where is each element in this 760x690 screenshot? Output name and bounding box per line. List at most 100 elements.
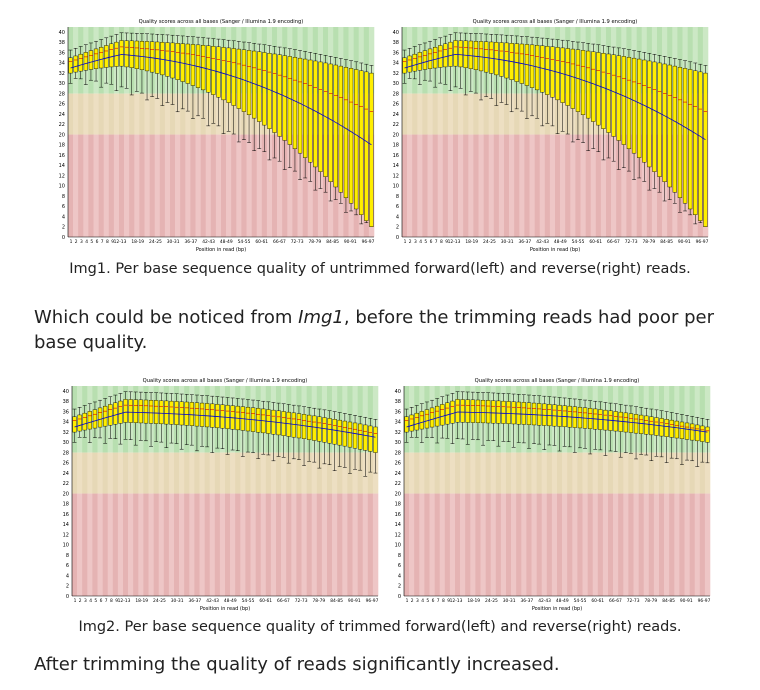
zone-bad-stripe — [184, 493, 190, 596]
quality-box — [639, 414, 644, 434]
zone-bad-stripe — [367, 493, 374, 596]
quality-box — [455, 399, 460, 423]
quality-box — [165, 42, 170, 77]
zone-bad-stripe — [133, 493, 139, 596]
quality-box — [296, 413, 302, 439]
y-tick-label: 22 — [63, 481, 69, 487]
quality-box — [184, 401, 189, 426]
zone-mid-stripe — [643, 452, 650, 494]
mean-quality-line — [70, 54, 372, 146]
zone-bad-stripe — [439, 493, 446, 596]
zone-bad-stripe — [276, 493, 282, 596]
zone-bad-stripe — [429, 493, 435, 596]
x-axis-title: Position in read (bp) — [532, 606, 582, 612]
zone-mid-stripe — [276, 452, 282, 494]
quality-box — [679, 421, 685, 439]
quality-box — [684, 422, 690, 440]
x-tick-label: 6 — [430, 239, 433, 245]
quality-box — [480, 399, 486, 424]
quality-box — [189, 402, 194, 426]
quality-box — [352, 422, 358, 449]
zone-mid-stripe — [516, 452, 522, 494]
zone-bad-stripe — [414, 493, 420, 596]
quality-box — [348, 68, 354, 204]
x-tick-label: 36-37 — [184, 239, 197, 245]
zone-bad-stripe — [600, 134, 607, 237]
y-tick-label: 24 — [395, 471, 401, 477]
zone-bad-stripe — [180, 134, 186, 237]
x-tick-label: 24-25 — [483, 239, 496, 245]
quality-boxplot-chart: Quality scores across all bases (Sanger … — [59, 19, 375, 253]
zone-bad-stripe — [281, 493, 287, 596]
y-tick-label: 20 — [59, 132, 65, 138]
zone-bad-stripe — [240, 493, 246, 596]
x-axis-title: Position in read (bp) — [200, 606, 250, 612]
zone-good-stripe — [682, 27, 688, 94]
y-tick-label: 18 — [63, 502, 69, 508]
figure-caption-img1: Img1. Per base sequence quality of untri… — [69, 261, 691, 277]
quality-box — [327, 418, 332, 444]
zone-bad-stripe — [108, 134, 115, 237]
x-tick-label: 36-37 — [518, 239, 531, 245]
quality-box — [164, 400, 169, 425]
y-tick-label: 34 — [63, 420, 69, 426]
zone-mid-stripe — [123, 452, 129, 494]
x-tick-label: 8 — [110, 598, 113, 604]
quality-box — [128, 399, 133, 423]
quality-box — [72, 416, 77, 433]
zone-mid-stripe — [495, 452, 502, 494]
x-tick-label: 30-31 — [171, 598, 184, 604]
x-tick-label: 9 — [111, 239, 114, 245]
y-tick-label: 4 — [62, 214, 65, 220]
y-tick-label: 16 — [63, 512, 69, 518]
zone-mid-stripe — [427, 93, 433, 135]
y-tick-label: 0 — [62, 235, 65, 241]
y-tick-label: 10 — [395, 543, 401, 549]
x-tick-label: 96-97 — [366, 598, 379, 604]
zone-bad-stripe — [447, 134, 454, 237]
quality-box — [616, 55, 621, 141]
zone-bad-stripe — [618, 493, 624, 596]
quality-box — [174, 401, 179, 425]
x-tick-label: 18-19 — [465, 239, 478, 245]
x-tick-label: 6 — [96, 239, 99, 245]
zone-bad-stripe — [616, 134, 622, 237]
quality-box — [409, 414, 414, 432]
quality-box — [144, 41, 150, 72]
zone-mid-stripe — [311, 452, 318, 494]
y-tick-label: 28 — [395, 450, 401, 456]
zone-bad-stripe — [266, 134, 273, 237]
quality-box — [138, 399, 143, 424]
x-tick-label: 72-73 — [625, 239, 638, 245]
zone-mid-stripe — [133, 452, 139, 494]
zone-bad-stripe — [72, 493, 78, 596]
quality-box — [205, 403, 210, 428]
zone-mid-stripe — [414, 452, 420, 494]
zone-bad-stripe — [103, 134, 110, 237]
zone-mid-stripe — [444, 452, 451, 494]
zone-bad-stripe — [485, 493, 491, 596]
x-tick-label: 4 — [85, 239, 88, 245]
zone-mid-stripe — [286, 452, 292, 494]
zone-bad-stripe — [427, 134, 433, 237]
zone-bad-stripe — [260, 493, 267, 596]
quality-box — [124, 40, 129, 68]
quality-box — [322, 417, 327, 443]
y-tick-label: 0 — [396, 235, 399, 241]
quality-box — [129, 40, 134, 68]
quality-box — [555, 47, 560, 101]
y-tick-label: 24 — [59, 112, 65, 118]
quality-box — [435, 405, 440, 427]
quality-box — [438, 45, 443, 68]
quality-box — [297, 57, 303, 154]
zone-mid-stripe — [185, 93, 191, 135]
quality-box — [363, 424, 368, 451]
quality-box — [654, 417, 659, 436]
quality-box — [540, 45, 545, 93]
zone-mid-stripe — [582, 452, 588, 494]
x-tick-label: 90-91 — [680, 598, 693, 604]
quality-box — [463, 40, 468, 68]
zone-bad-stripe — [404, 493, 410, 596]
zone-bad-stripe — [679, 493, 685, 596]
zone-bad-stripe — [190, 134, 196, 237]
